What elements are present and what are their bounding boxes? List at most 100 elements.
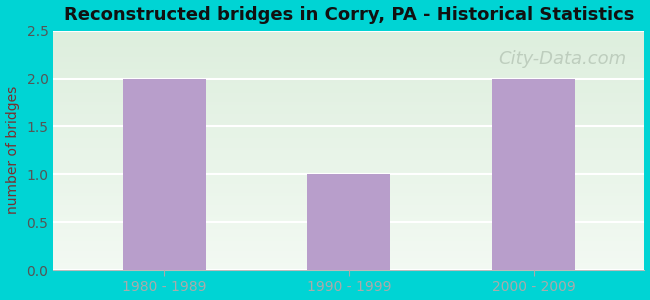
Bar: [53, 105, 644, 107]
Bar: [53, 198, 644, 201]
Bar: [53, 194, 644, 196]
Bar: [53, 88, 644, 91]
Bar: [53, 174, 644, 177]
Bar: [53, 112, 644, 114]
Bar: [53, 33, 644, 35]
Text: City-Data.com: City-Data.com: [499, 50, 627, 68]
Bar: [53, 155, 644, 158]
Y-axis label: number of bridges: number of bridges: [6, 86, 20, 214]
Bar: [53, 227, 644, 229]
Bar: [53, 71, 644, 74]
Bar: [53, 232, 644, 234]
Bar: [53, 95, 644, 98]
Bar: [53, 196, 644, 198]
Bar: [53, 222, 644, 224]
Bar: [53, 177, 644, 179]
Bar: [53, 107, 644, 110]
Bar: [53, 50, 644, 52]
Bar: [53, 182, 644, 184]
Bar: [53, 203, 644, 206]
Bar: [53, 98, 644, 100]
Bar: [53, 43, 644, 45]
Bar: [53, 57, 644, 59]
Bar: [53, 236, 644, 239]
Bar: [53, 268, 644, 270]
Bar: [53, 179, 644, 182]
Bar: [53, 150, 644, 153]
Bar: [53, 131, 644, 134]
Bar: [53, 244, 644, 246]
Bar: [492, 79, 575, 270]
Bar: [53, 256, 644, 258]
Bar: [53, 146, 644, 148]
Bar: [53, 234, 644, 236]
Bar: [53, 110, 644, 112]
Bar: [53, 62, 644, 64]
Bar: [53, 220, 644, 222]
Bar: [53, 74, 644, 76]
Bar: [53, 100, 644, 103]
Bar: [123, 79, 206, 270]
Bar: [53, 229, 644, 232]
Bar: [53, 129, 644, 131]
Bar: [53, 117, 644, 119]
Bar: [53, 239, 644, 241]
Bar: [53, 153, 644, 155]
Bar: [53, 52, 644, 55]
Bar: [53, 141, 644, 143]
Bar: [53, 76, 644, 79]
Bar: [53, 79, 644, 81]
Bar: [53, 81, 644, 83]
Bar: [53, 248, 644, 251]
Title: Reconstructed bridges in Corry, PA - Historical Statistics: Reconstructed bridges in Corry, PA - His…: [64, 6, 634, 24]
Bar: [53, 47, 644, 50]
Bar: [53, 40, 644, 43]
Bar: [53, 189, 644, 191]
Bar: [53, 138, 644, 141]
Bar: [53, 59, 644, 62]
Bar: [53, 35, 644, 38]
Bar: [53, 93, 644, 95]
Bar: [53, 165, 644, 167]
Bar: [53, 103, 644, 105]
Bar: [53, 143, 644, 146]
Bar: [53, 184, 644, 186]
Bar: [53, 210, 644, 213]
Bar: [53, 241, 644, 244]
Bar: [53, 64, 644, 67]
Bar: [53, 265, 644, 268]
Bar: [53, 169, 644, 172]
Bar: [307, 174, 391, 270]
Bar: [53, 260, 644, 263]
Bar: [53, 224, 644, 227]
Bar: [53, 158, 644, 160]
Bar: [53, 206, 644, 208]
Bar: [53, 218, 644, 220]
Bar: [53, 213, 644, 215]
Bar: [53, 91, 644, 93]
Bar: [53, 148, 644, 150]
Bar: [53, 134, 644, 136]
Bar: [53, 201, 644, 203]
Bar: [53, 67, 644, 69]
Bar: [53, 83, 644, 86]
Bar: [53, 167, 644, 170]
Bar: [53, 69, 644, 71]
Bar: [53, 86, 644, 88]
Bar: [53, 122, 644, 124]
Bar: [53, 191, 644, 194]
Bar: [53, 45, 644, 47]
Bar: [53, 172, 644, 174]
Bar: [53, 186, 644, 189]
Bar: [53, 114, 644, 117]
Bar: [53, 162, 644, 165]
Bar: [53, 160, 644, 162]
Bar: [53, 263, 644, 265]
Bar: [53, 258, 644, 260]
Bar: [53, 253, 644, 256]
Bar: [53, 251, 644, 253]
Bar: [53, 215, 644, 218]
Bar: [53, 119, 644, 122]
Bar: [53, 208, 644, 210]
Bar: [53, 38, 644, 40]
